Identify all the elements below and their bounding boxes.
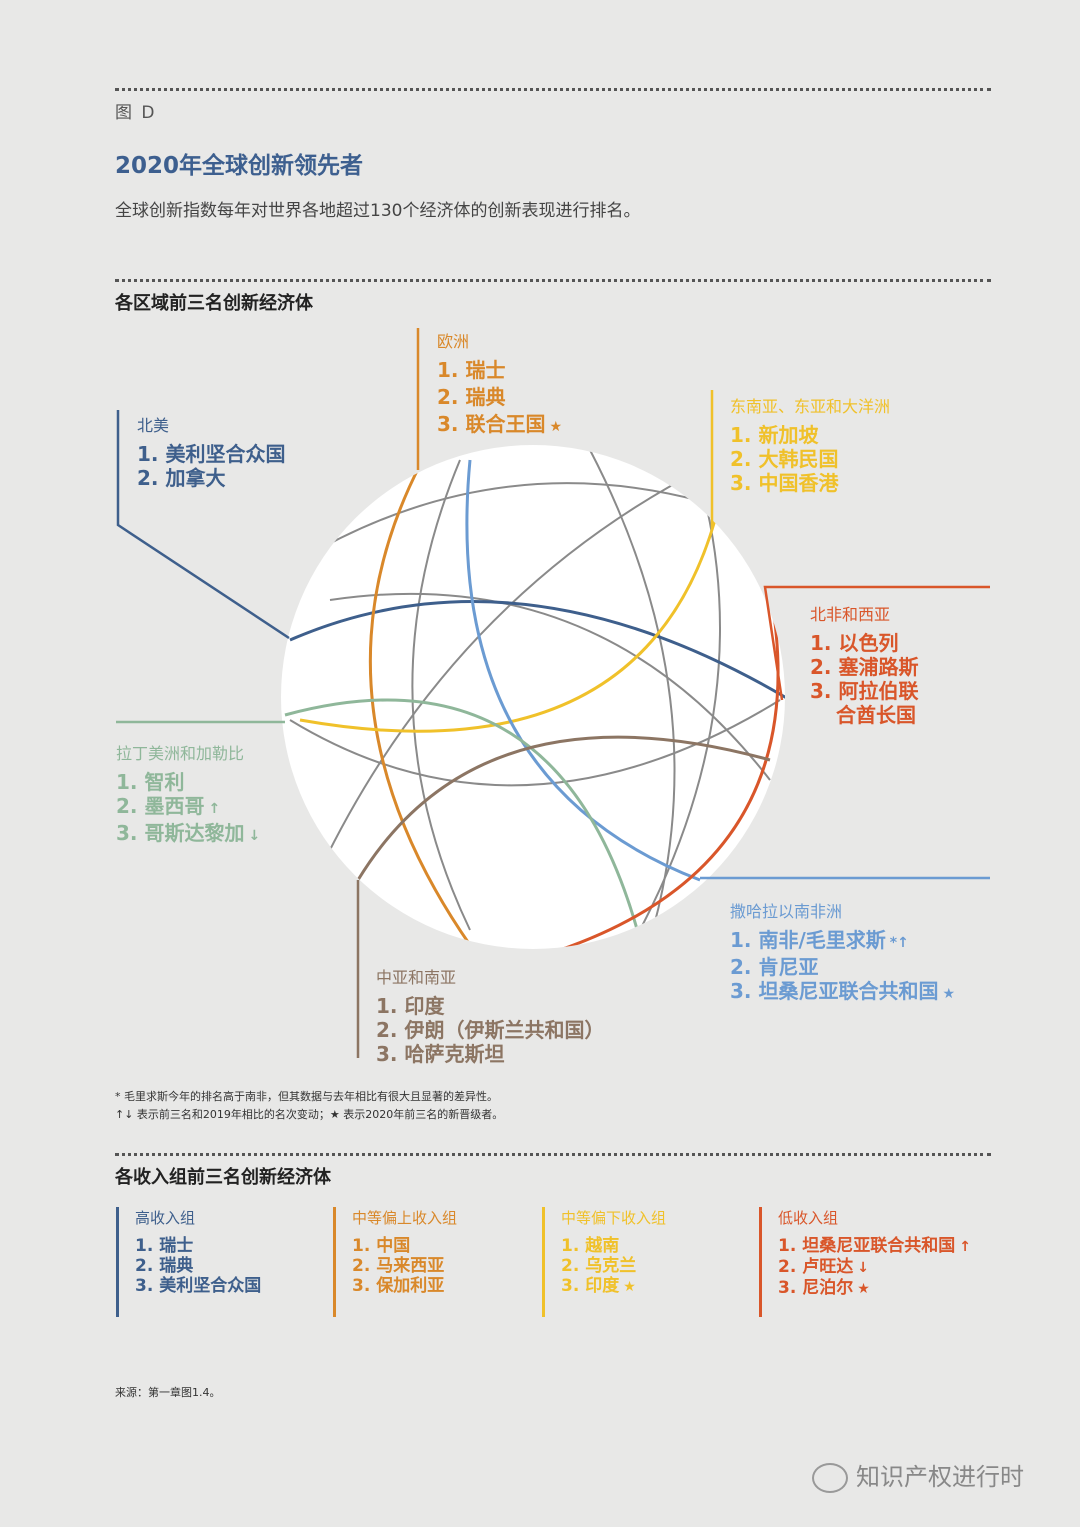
group-name: 低收入组	[778, 1209, 839, 1227]
divider-income	[115, 1153, 991, 1156]
region-sub-saharan-africa: 撒哈拉以南非洲 1. 南非/毛里求斯 *↑ 2. 肯尼亚 3. 坦桑尼亚联合共和国…	[730, 898, 955, 1006]
globe	[281, 445, 785, 949]
list-item: 3. 尼泊尔 ★	[778, 1278, 870, 1298]
list-item: 3. 阿拉伯联	[810, 679, 919, 703]
list-item: 1. 中国	[352, 1236, 411, 1256]
list-item: 3. 保加利亚	[352, 1276, 445, 1296]
region-name: 中亚和南亚	[376, 968, 457, 987]
region-name: 北美	[137, 416, 170, 435]
list-item: 2. 卢旺达 ↓	[778, 1257, 869, 1277]
list-item: 2. 瑞典	[135, 1256, 194, 1276]
list-item: 1. 以色列	[810, 631, 899, 655]
region-name: 东南亚、东亚和大洋洲	[730, 397, 891, 416]
region-name: 欧洲	[437, 332, 470, 351]
list-item: 1. 坦桑尼亚联合共和国 ↑	[778, 1236, 971, 1256]
region-latin-america: 拉丁美洲和加勒比 1. 智利 2. 墨西哥 ↑ 3. 哥斯达黎加 ↓	[116, 740, 260, 848]
footnote-2: ↑↓ 表示前三名和2019年相比的名次变动；★ 表示2020年前三名的新晋级者。	[115, 1108, 504, 1121]
list-item: 2. 乌克兰	[561, 1256, 637, 1276]
divider-regional	[115, 279, 991, 282]
watermark-text: 知识产权进行时	[856, 1463, 1024, 1491]
income-high: 高收入组 1. 瑞士 2. 瑞典 3. 美利坚合众国	[116, 1207, 261, 1317]
source-note: 来源：第一章图1.4。	[115, 1386, 221, 1399]
list-item: 3. 中国香港	[730, 471, 839, 495]
list-item: 1. 瑞士	[437, 358, 506, 382]
group-name: 高收入组	[135, 1209, 196, 1227]
list-item: 2. 伊朗（伊斯兰共和国）	[376, 1018, 605, 1042]
list-item: 3. 联合王国 ★	[437, 412, 563, 436]
list-item: 合酋长国	[836, 703, 916, 727]
list-item: 2. 大韩民国	[730, 447, 839, 471]
list-item: 3. 坦桑尼亚联合共和国 ★	[730, 979, 956, 1003]
list-item: 3. 哈萨克斯坦	[376, 1042, 505, 1066]
list-item: 3. 哥斯达黎加 ↓	[116, 821, 261, 845]
watermark: 知识产权进行时	[812, 1457, 1024, 1493]
divider-top	[115, 88, 991, 91]
list-item: 3. 印度 ★	[561, 1276, 636, 1296]
region-name: 北非和西亚	[810, 605, 891, 624]
list-item: 1. 印度	[376, 994, 445, 1018]
region-name: 撒哈拉以南非洲	[730, 902, 843, 921]
wechat-icon	[812, 1463, 848, 1493]
region-south-asia: 中亚和南亚 1. 印度 2. 伊朗（伊斯兰共和国） 3. 哈萨克斯坦	[376, 964, 604, 1066]
list-item: 1. 越南	[561, 1236, 620, 1256]
region-europe: 欧洲 1. 瑞士 2. 瑞典 3. 联合王国 ★	[437, 328, 562, 439]
region-name: 拉丁美洲和加勒比	[116, 744, 245, 763]
group-name: 中等偏下收入组	[561, 1209, 667, 1227]
page-subtitle: 全球创新指数每年对世界各地超过130个经济体的创新表现进行排名。	[115, 201, 641, 221]
income-lower-middle: 中等偏下收入组 1. 越南 2. 乌克兰 3. 印度 ★	[542, 1207, 666, 1317]
list-item: 2. 肯尼亚	[730, 955, 819, 979]
income-upper-middle: 中等偏上收入组 1. 中国 2. 马来西亚 3. 保加利亚	[333, 1207, 457, 1317]
figure-label: 图 D	[115, 103, 157, 123]
globe-diagram	[116, 328, 990, 1058]
list-item: 1. 智利	[116, 770, 185, 794]
west-asia-leader	[763, 585, 990, 701]
income-low: 低收入组 1. 坦桑尼亚联合共和国 ↑ 2. 卢旺达 ↓ 3. 尼泊尔 ★	[759, 1207, 971, 1317]
list-item: 2. 马来西亚	[352, 1256, 445, 1276]
regional-heading: 各区域前三名创新经济体	[115, 293, 313, 314]
group-name: 中等偏上收入组	[352, 1209, 458, 1227]
income-heading: 各收入组前三名创新经济体	[115, 1167, 331, 1188]
region-east-asia: 东南亚、东亚和大洋洲 1. 新加坡 2. 大韩民国 3. 中国香港	[730, 393, 890, 495]
list-item: 2. 墨西哥 ↑	[116, 794, 221, 818]
list-item: 1. 美利坚合众国	[137, 442, 286, 466]
list-item: 1. 瑞士	[135, 1236, 194, 1256]
list-item: 1. 南非/毛里求斯 *↑	[730, 928, 909, 952]
footnote-1: * 毛里求斯今年的排名高于南非，但其数据与去年相比有很大且显著的差异性。	[115, 1090, 498, 1103]
north-america-leader	[116, 410, 290, 640]
list-item: 2. 加拿大	[137, 466, 226, 490]
list-item: 2. 塞浦路斯	[810, 655, 919, 679]
region-north-america: 北美 1. 美利坚合众国 2. 加拿大	[137, 412, 285, 490]
page-title: 2020年全球创新领先者	[115, 153, 364, 179]
list-item: 2. 瑞典	[437, 385, 506, 409]
list-item: 3. 美利坚合众国	[135, 1276, 262, 1296]
list-item: 1. 新加坡	[730, 423, 819, 447]
region-west-asia: 北非和西亚 1. 以色列 2. 塞浦路斯 3. 阿拉伯联 合酋长国	[810, 601, 918, 727]
